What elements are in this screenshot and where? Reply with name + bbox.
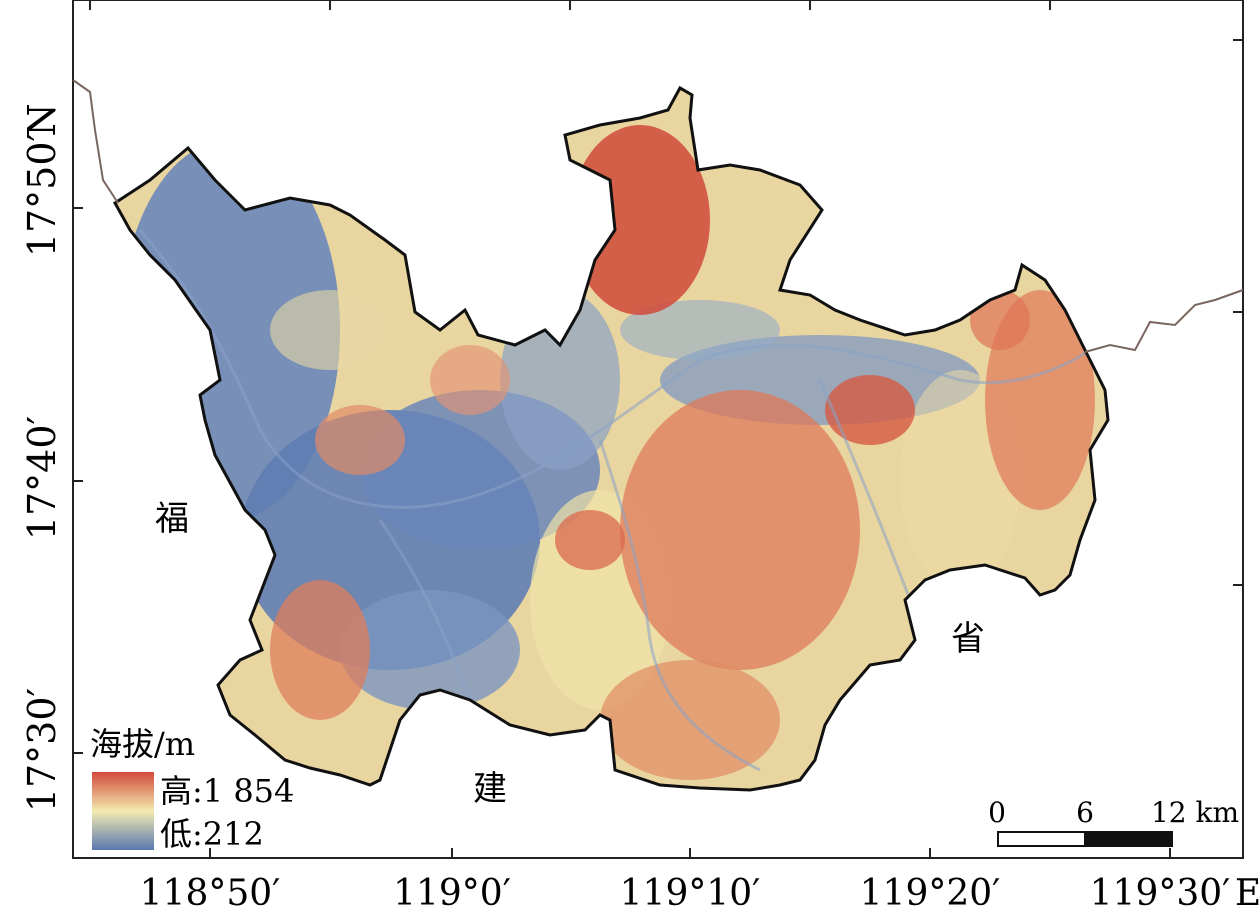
y-tick-label: 17°30′ (20, 688, 64, 812)
legend-low-label: 低:212 (160, 815, 264, 853)
place-label: 建 (473, 769, 507, 809)
x-tick-label: 119°0′ (393, 873, 511, 913)
scale-label: 12 km (1151, 796, 1239, 829)
y-tick-label: 17°40′ (20, 416, 64, 540)
province-boundary-east (1084, 289, 1244, 353)
legend-title: 海拔/m (90, 725, 195, 763)
x-tick-label: 119°20′ (860, 873, 1001, 913)
legend: 海拔/m 高:1 854 低:212 (90, 725, 294, 853)
scale-bar: 0 6 12 km (988, 796, 1239, 847)
place-label: 省 (951, 619, 985, 659)
scale-segment-black (1084, 831, 1173, 847)
x-tick-label: 119°10′ (620, 873, 761, 913)
scale-label: 6 (1076, 796, 1094, 829)
x-unit-label: E (1235, 873, 1260, 913)
legend-color-ramp (92, 772, 154, 850)
legend-high-label: 高:1 854 (160, 772, 294, 810)
tick-marks (73, 0, 1243, 858)
x-tick-label: 119°30′ (1090, 873, 1231, 913)
y-tick-label: 17°50′ (20, 133, 64, 257)
scale-segment-white (997, 831, 1086, 847)
x-tick-label: 118°50′ (140, 873, 281, 913)
place-label: 福 (155, 499, 189, 539)
province-boundary-west (72, 79, 119, 204)
y-unit-label: N (20, 103, 64, 136)
scale-label: 0 (988, 796, 1006, 829)
